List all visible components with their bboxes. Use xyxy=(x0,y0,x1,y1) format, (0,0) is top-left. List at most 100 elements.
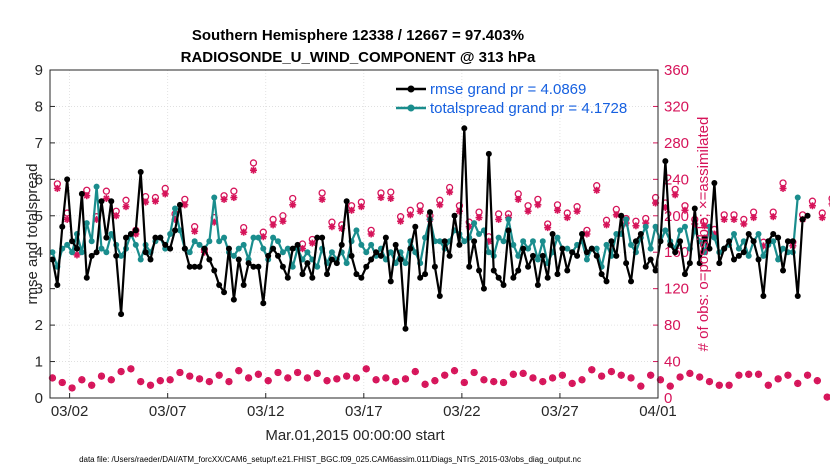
obs-assimilated-point xyxy=(607,368,615,376)
y-tick-label: 0 xyxy=(35,390,43,407)
obs-assimilated-point xyxy=(568,379,576,387)
rmse-point xyxy=(113,252,120,259)
totalspread-point xyxy=(69,249,76,256)
rmse-point xyxy=(127,231,134,237)
obs-assimilated-point xyxy=(558,371,566,379)
plot-frame xyxy=(49,69,659,399)
totalspread-point xyxy=(539,238,546,245)
obs-assimilated-point xyxy=(627,374,635,382)
totalspread-point xyxy=(108,231,115,237)
obs-assimilated-point xyxy=(495,215,503,223)
totalspread-point xyxy=(402,260,409,267)
obs-assimilated-point xyxy=(73,251,81,259)
rmse-point xyxy=(657,238,664,245)
rmse-point xyxy=(559,245,566,252)
obs-assimilated-point xyxy=(284,374,292,382)
totalspread-point xyxy=(677,227,684,234)
rmse-point xyxy=(69,238,76,245)
rmse-point xyxy=(73,245,80,252)
rmse-point xyxy=(485,150,492,157)
rmse-point xyxy=(735,252,742,259)
rmse-point xyxy=(539,252,546,259)
obs-assimilated-point xyxy=(612,211,620,219)
totalspread-point xyxy=(681,223,688,230)
rmse-point xyxy=(431,263,438,270)
obs-assimilated-point xyxy=(348,206,356,214)
rmse-point xyxy=(471,238,478,245)
y-tick-label: 1 xyxy=(35,354,43,371)
obs-assimilated-point xyxy=(563,214,571,222)
obs-assimilated-point xyxy=(544,224,552,232)
rmse-point xyxy=(201,245,208,252)
rmse-point xyxy=(250,263,257,270)
totalspread-point xyxy=(260,245,267,252)
obs-assimilated-point xyxy=(740,220,748,228)
obs-assimilated-point xyxy=(573,207,581,215)
rmse-point xyxy=(235,256,242,263)
obs-assimilated-point xyxy=(279,217,287,225)
rmse-point xyxy=(716,260,723,267)
obs-assimilated-point xyxy=(534,201,542,209)
rmse-point xyxy=(593,252,600,259)
totalspread-point xyxy=(176,227,183,234)
rmse-point xyxy=(64,176,71,183)
obs-assimilated-point xyxy=(357,203,365,211)
obs-assimilated-point xyxy=(191,227,199,235)
rmse-point xyxy=(265,252,272,259)
rmse-point xyxy=(260,300,267,307)
totalspread-point xyxy=(525,245,532,252)
totalspread-point xyxy=(186,249,193,256)
rmse-point xyxy=(279,263,286,270)
totalspread-point xyxy=(221,234,228,241)
y2-tick-label: 80 xyxy=(664,317,681,334)
y2-tick-label: 120 xyxy=(664,281,689,298)
obs-assimilated-point xyxy=(529,374,537,382)
obs-assimilated-point xyxy=(764,381,772,389)
rmse-point xyxy=(108,198,115,205)
rmse-point xyxy=(461,125,468,132)
totalspread-point xyxy=(93,183,100,190)
y-tick-label: 4 xyxy=(35,244,43,261)
rmse-series xyxy=(49,125,811,332)
rmse-point xyxy=(402,325,409,332)
obs-assimilated-point xyxy=(333,375,341,383)
obs-assimilated-point xyxy=(750,214,758,222)
rmse-point xyxy=(628,278,635,285)
rmse-point xyxy=(652,267,659,274)
obs-assimilated-point xyxy=(475,214,483,222)
x-tick-label: 03/12 xyxy=(247,403,285,420)
rmse-point xyxy=(368,256,375,263)
rmse-point xyxy=(338,241,345,248)
obs-assimilated-point xyxy=(745,370,753,378)
totalspread-point xyxy=(167,231,174,237)
totalspread-point xyxy=(642,223,649,230)
rmse-point xyxy=(270,245,277,252)
obs-assimilated-point xyxy=(514,195,522,203)
totalspread-point xyxy=(461,238,468,245)
obs-assimilated-point xyxy=(460,379,468,387)
x-axis-label: Mar.01,2015 00:00:00 start xyxy=(265,427,445,444)
totalspread-point xyxy=(711,234,718,241)
obs-assimilated-point xyxy=(367,230,375,238)
obs-assimilated-point xyxy=(441,371,449,379)
obs-assimilated-point xyxy=(269,221,277,229)
rmse-point xyxy=(544,274,551,281)
rmse-point xyxy=(534,282,541,289)
rmse-point xyxy=(206,256,213,263)
rmse-point xyxy=(647,256,654,263)
totalspread-point xyxy=(284,245,291,252)
obs-assimilated-point xyxy=(617,371,625,379)
rmse-point xyxy=(750,238,757,245)
obs-assimilated-point xyxy=(588,366,596,374)
x-tick-label: 03/07 xyxy=(149,403,187,420)
obs-assimilated-point xyxy=(735,371,743,379)
obs-assimilated-point xyxy=(549,374,557,382)
totalspread-point xyxy=(593,245,600,252)
y-tick-label: 7 xyxy=(35,135,43,152)
obs-assimilated-point xyxy=(264,377,272,385)
totalspread-point xyxy=(623,216,630,223)
rmse-point xyxy=(672,249,679,256)
obs-assimilated-point xyxy=(416,207,424,215)
totalspread-point xyxy=(515,252,522,259)
rmse-point xyxy=(549,231,556,237)
